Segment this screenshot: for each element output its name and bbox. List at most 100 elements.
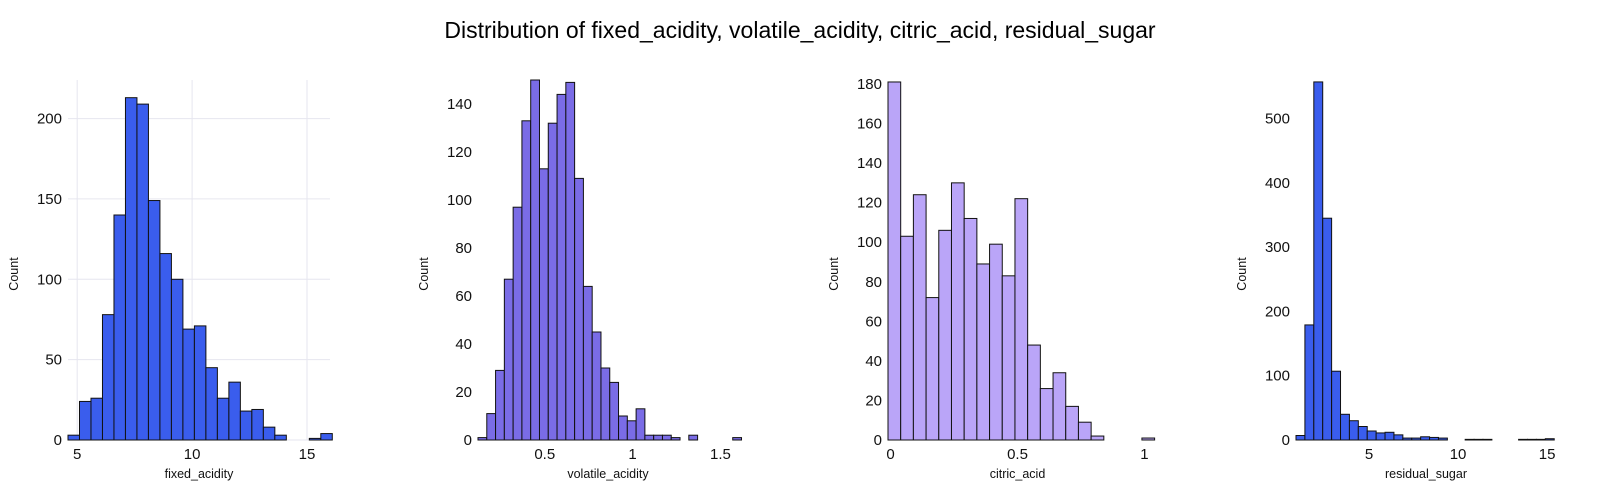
- x-tick-label: 0.5: [1007, 446, 1028, 463]
- histogram-bar: [159, 253, 172, 441]
- histogram-bar: [1014, 198, 1029, 441]
- histogram-bar: [912, 194, 927, 441]
- y-tick-label: 400: [1265, 175, 1290, 192]
- histogram-bar: [205, 367, 218, 441]
- histogram-bar: [1313, 81, 1324, 441]
- x-tick-label: 10: [184, 446, 201, 463]
- histogram-bar: [251, 408, 264, 441]
- histogram-bar: [1384, 431, 1395, 441]
- x-tick-label: 1: [628, 446, 636, 463]
- histogram-bar: [1429, 436, 1439, 441]
- y-tick-label: 0: [874, 432, 882, 449]
- histogram-bar: [78, 400, 92, 441]
- histogram-bar: [565, 81, 576, 441]
- x-axis-title: volatile_acidity: [567, 467, 649, 481]
- y-tick-label: 50: [45, 352, 62, 369]
- histogram-bar: [530, 79, 540, 441]
- histogram-bar: [644, 434, 655, 441]
- histogram-bar: [147, 200, 161, 441]
- histogram-bar: [308, 437, 322, 441]
- histogram-bar: [653, 434, 663, 441]
- histogram-bar: [1535, 438, 1546, 441]
- y-tick-label: 200: [1265, 303, 1290, 320]
- histogram-bar: [193, 325, 207, 441]
- y-tick-label: 60: [455, 288, 472, 305]
- histogram-bar: [591, 331, 602, 441]
- histogram-bar: [1411, 437, 1422, 441]
- histogram-bar: [486, 413, 497, 441]
- x-axis-title: residual_sugar: [1385, 467, 1467, 481]
- histogram-bar: [963, 217, 978, 441]
- histogram-bar: [618, 415, 628, 441]
- y-tick-label: 150: [37, 191, 62, 208]
- y-tick-label: 100: [37, 271, 62, 288]
- histogram-bar: [1141, 437, 1156, 441]
- histogram-bar: [976, 263, 991, 441]
- y-axis-title: Count: [417, 257, 431, 291]
- histogram-bar: [582, 285, 593, 441]
- histogram-bar: [124, 97, 138, 441]
- y-axis-title: Count: [1235, 257, 1249, 291]
- histogram-bar: [900, 235, 914, 441]
- y-tick-label: 20: [455, 384, 472, 401]
- histogram-bar: [1437, 437, 1448, 441]
- histogram-bar: [1304, 324, 1315, 441]
- histogram-bar: [101, 314, 115, 441]
- histogram-bar: [477, 437, 488, 441]
- histogram-bar: [1402, 437, 1413, 441]
- histogram-bar: [1027, 344, 1041, 441]
- y-tick-label: 200: [37, 111, 62, 128]
- histogram-bar: [1375, 432, 1386, 441]
- x-tick-label: 0: [886, 446, 894, 463]
- histogram-bar: [887, 81, 902, 441]
- y-tick-label: 100: [447, 192, 472, 209]
- histogram-bar: [182, 328, 195, 441]
- y-tick-label: 0: [464, 432, 472, 449]
- histogram-bar: [1331, 370, 1342, 441]
- histogram-bar: [1518, 438, 1529, 441]
- histogram-bar: [67, 434, 80, 441]
- histogram-bar: [1420, 436, 1431, 441]
- y-tick-label: 40: [455, 336, 472, 353]
- histogram-bar: [1393, 434, 1404, 441]
- chart-title: Distribution of fixed_acidity, volatile_…: [444, 17, 1156, 43]
- histogram-bar: [556, 93, 567, 441]
- histogram-bar: [1357, 426, 1368, 441]
- histogram-bar: [1077, 421, 1092, 441]
- histogram-bar: [950, 182, 965, 441]
- histogram-bar: [90, 397, 103, 441]
- y-tick-label: 80: [865, 274, 882, 291]
- histogram-bar: [1366, 430, 1377, 441]
- y-tick-label: 20: [865, 392, 882, 409]
- histogram-bar: [732, 437, 743, 441]
- histogram-bar: [1295, 435, 1306, 441]
- histogram-bar: [626, 420, 637, 441]
- y-tick-label: 60: [865, 313, 882, 330]
- histogram-bar: [1544, 438, 1555, 441]
- histogram-bar: [503, 278, 514, 441]
- histogram-bar: [635, 408, 646, 441]
- y-axis-title: Count: [827, 257, 841, 291]
- x-axis-title: citric_acid: [990, 467, 1046, 481]
- y-tick-label: 140: [447, 96, 472, 113]
- y-tick-label: 180: [857, 76, 882, 93]
- x-tick-label: 1.5: [710, 446, 731, 463]
- x-tick-label: 15: [1539, 446, 1556, 463]
- histogram-bar: [600, 367, 611, 441]
- y-tick-label: 120: [447, 144, 472, 161]
- y-tick-label: 140: [857, 155, 882, 172]
- y-tick-label: 40: [865, 353, 882, 370]
- histogram-bar: [495, 369, 505, 441]
- histogram-bar: [938, 229, 952, 441]
- x-tick-label: 5: [73, 446, 81, 463]
- histogram-bar: [136, 103, 149, 441]
- histogram-bar: [239, 410, 253, 441]
- x-tick-label: 1: [1140, 446, 1148, 463]
- histogram-bar: [216, 397, 230, 441]
- histogram-bar: [113, 214, 126, 441]
- y-tick-label: 120: [857, 195, 882, 212]
- y-tick-label: 0: [54, 432, 62, 449]
- histogram-bar: [1340, 413, 1350, 441]
- x-tick-label: 5: [1365, 446, 1373, 463]
- histogram-bar: [512, 206, 523, 441]
